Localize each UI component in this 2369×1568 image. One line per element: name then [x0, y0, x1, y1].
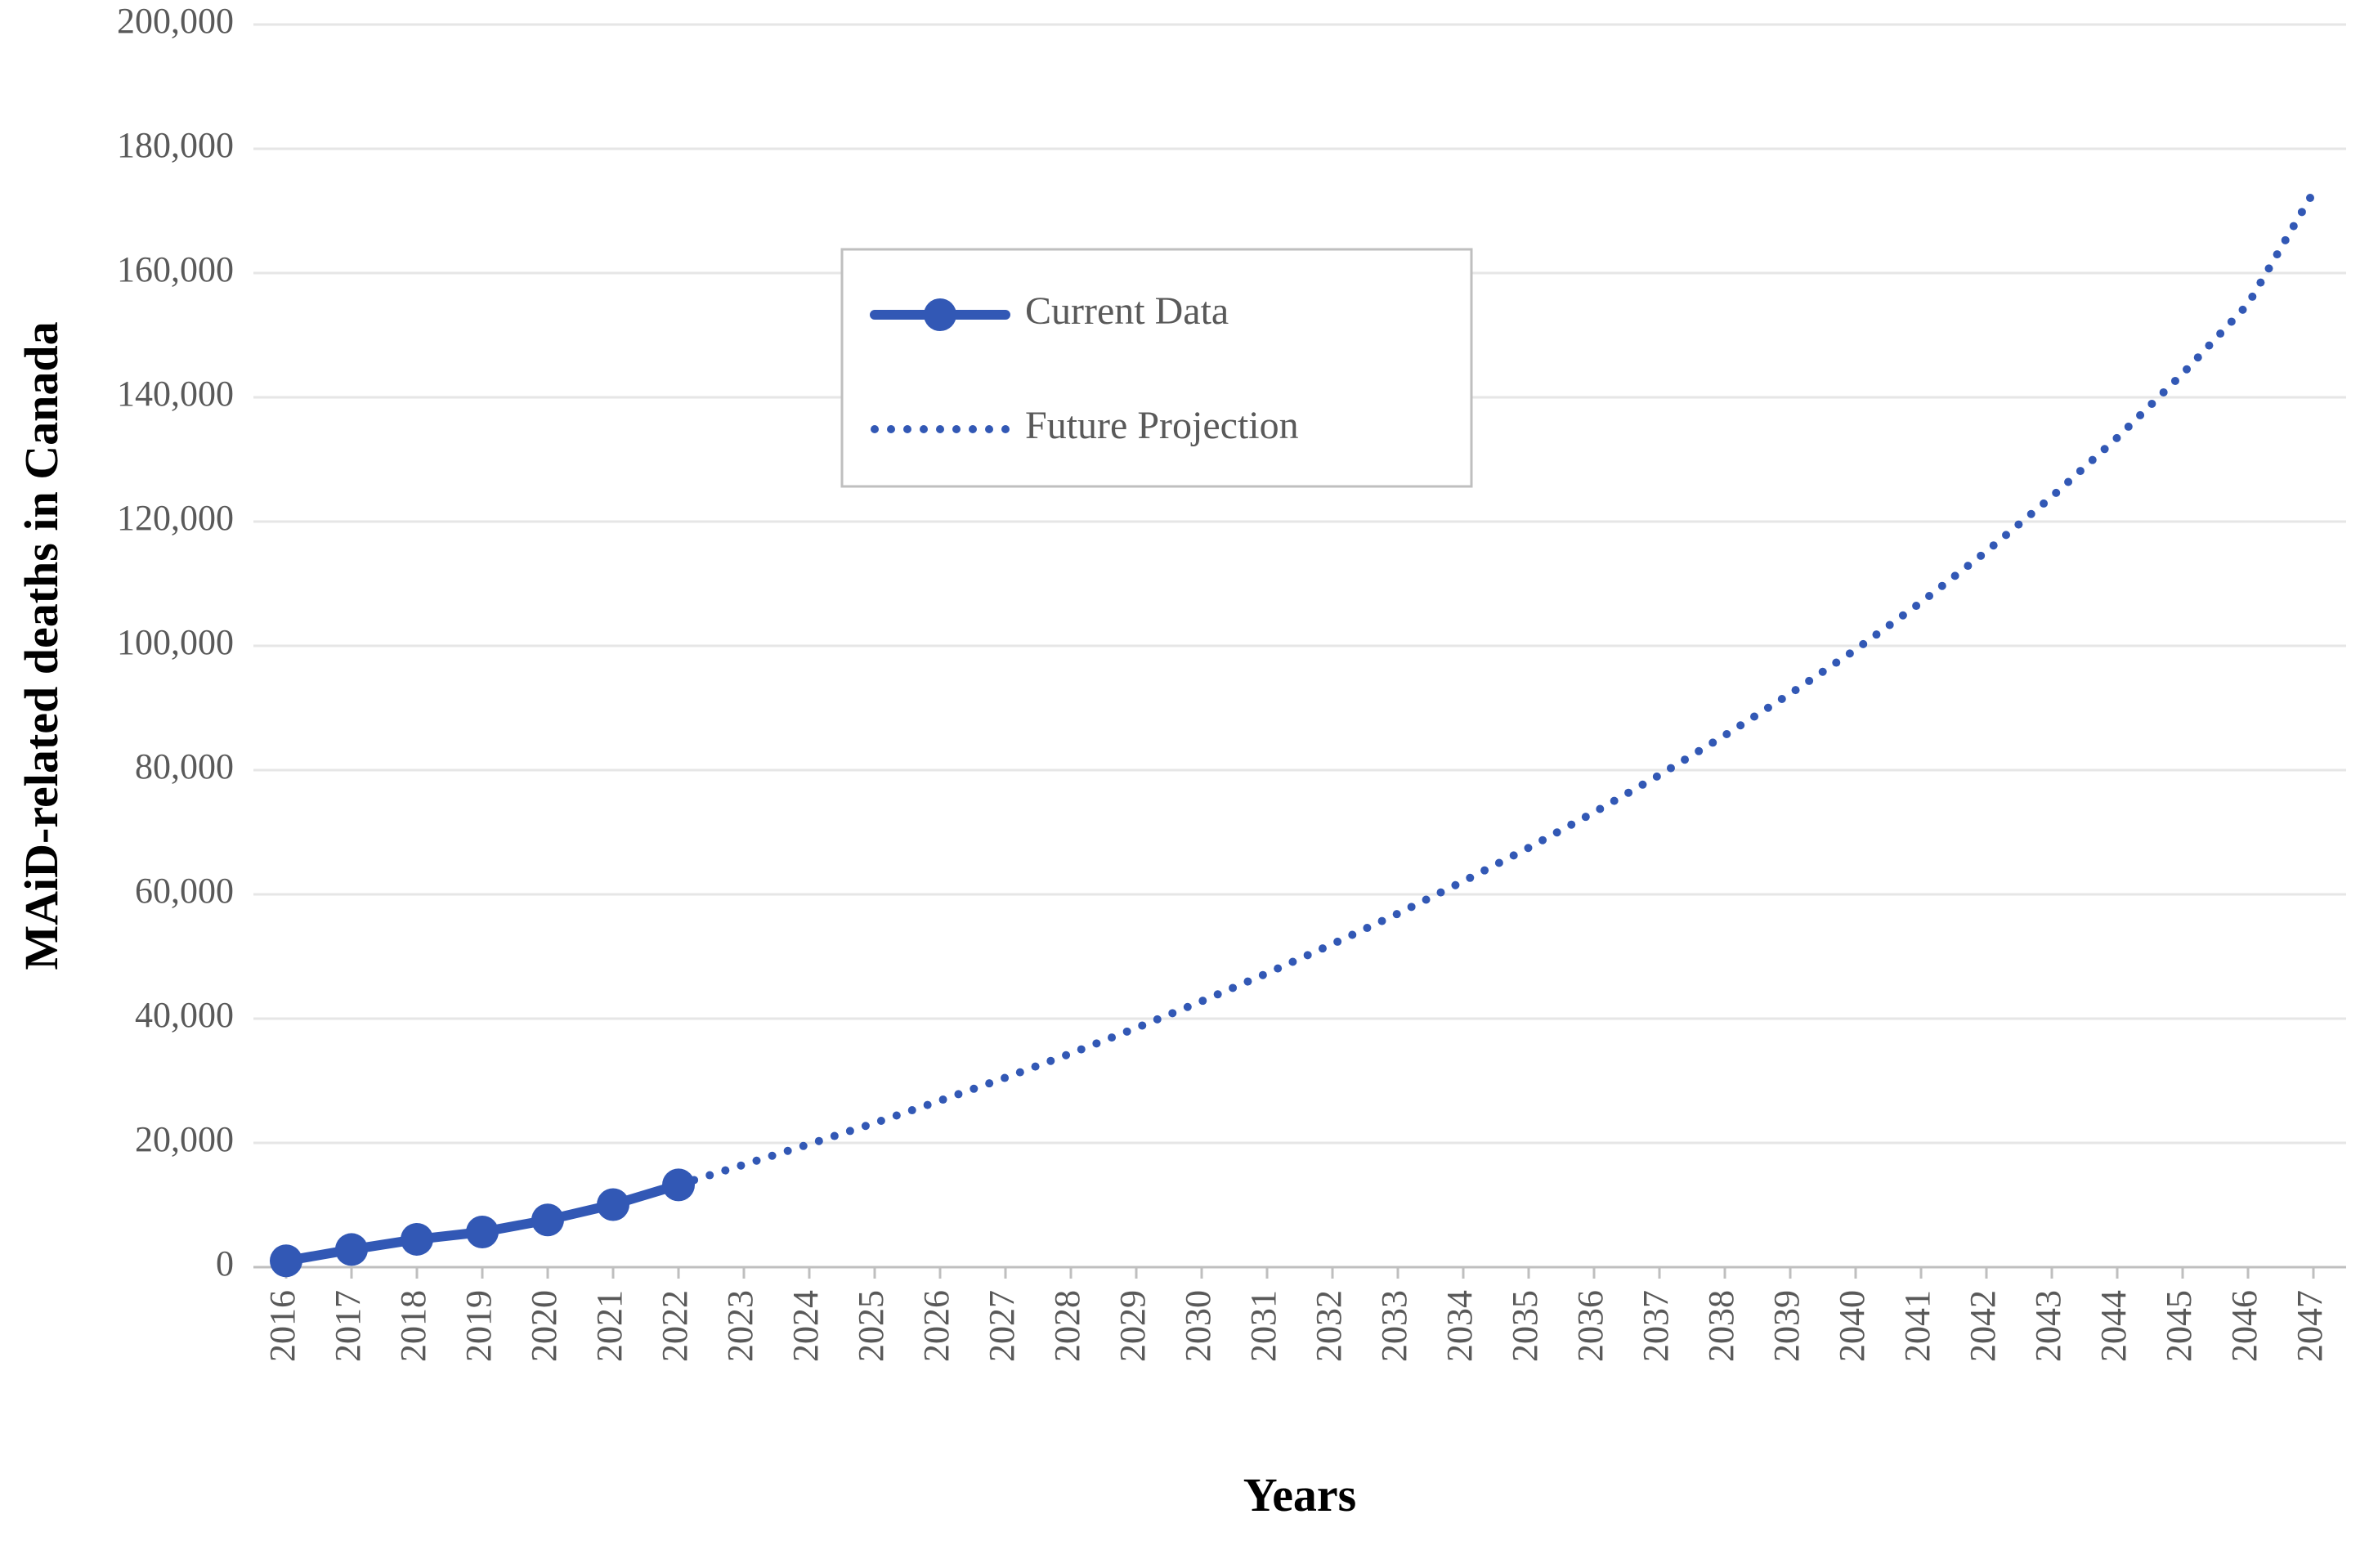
- x-tick-label: 2031: [1243, 1290, 1283, 1362]
- x-tick-label: 2016: [262, 1290, 302, 1362]
- x-tick-label: 2042: [1963, 1290, 2003, 1362]
- x-tick-label: 2034: [1440, 1290, 1480, 1362]
- data-marker: [401, 1223, 433, 1256]
- x-tick-label: 2025: [851, 1290, 891, 1362]
- x-axis-title: Years: [1243, 1468, 1357, 1521]
- y-tick-label: 80,000: [135, 746, 234, 786]
- y-tick-label: 120,000: [117, 498, 234, 538]
- x-tick-label: 2026: [916, 1290, 956, 1362]
- data-marker: [597, 1189, 629, 1221]
- x-tick-label: 2032: [1309, 1290, 1349, 1362]
- x-tick-label: 2044: [2094, 1290, 2134, 1362]
- line-chart: 0 20,000 40,000 60,000 80,000 100,000 120,000 1…: [0, 0, 2369, 1568]
- x-tick-label: 2030: [1178, 1290, 1218, 1362]
- x-tick-label: 2046: [2224, 1290, 2264, 1362]
- legend-item-label: Future Projection: [1025, 404, 1299, 447]
- x-tick-label: 2036: [1570, 1290, 1610, 1362]
- legend-item-label: Current Data: [1025, 289, 1229, 333]
- y-axis-title: MAiD-related deaths in Canada: [15, 321, 68, 970]
- y-tick-label: 160,000: [117, 249, 234, 289]
- x-tick-label: 2040: [1832, 1290, 1872, 1362]
- x-tick-label: 2024: [786, 1290, 826, 1362]
- y-tick-label: 100,000: [117, 622, 234, 662]
- y-tick-label: 180,000: [117, 125, 234, 165]
- x-tick-label: 2023: [720, 1290, 760, 1362]
- legend: Current Data Future Projection: [842, 249, 1471, 486]
- x-tick-label: 2035: [1505, 1290, 1545, 1362]
- x-tick-label: 2033: [1374, 1290, 1414, 1362]
- y-tick-label: 40,000: [135, 995, 234, 1035]
- x-tick-label: 2047: [2290, 1290, 2330, 1362]
- y-tick-label: 20,000: [135, 1119, 234, 1159]
- data-marker: [270, 1244, 302, 1277]
- data-marker: [335, 1233, 368, 1266]
- x-tick-label: 2021: [589, 1290, 629, 1362]
- x-tick-label: 2017: [328, 1290, 368, 1362]
- chart-container: 0 20,000 40,000 60,000 80,000 100,000 120,000 1…: [0, 0, 2369, 1568]
- data-marker: [662, 1168, 695, 1201]
- x-tick-label: 2022: [655, 1290, 695, 1362]
- x-tick-label: 2043: [2028, 1290, 2068, 1362]
- x-tick-label: 2020: [524, 1290, 564, 1362]
- x-tick-label: 2038: [1701, 1290, 1741, 1362]
- x-tick-label: 2018: [393, 1290, 433, 1362]
- x-tick-label: 2027: [982, 1290, 1022, 1362]
- y-tick-label: 60,000: [135, 871, 234, 911]
- x-tick-label: 2045: [2159, 1290, 2199, 1362]
- x-tick-label: 2039: [1767, 1290, 1807, 1362]
- x-tick-label: 2037: [1636, 1290, 1676, 1362]
- y-tick-label: 140,000: [117, 374, 234, 414]
- data-marker: [531, 1203, 564, 1236]
- x-tick-label: 2019: [459, 1290, 499, 1362]
- x-tick-label: 2028: [1047, 1290, 1087, 1362]
- data-marker: [466, 1216, 499, 1248]
- x-tick-label: 2041: [1897, 1290, 1937, 1362]
- y-tick-label: 200,000: [117, 1, 234, 41]
- x-tick-label: 2029: [1113, 1290, 1153, 1362]
- y-tick-label: 0: [216, 1243, 234, 1284]
